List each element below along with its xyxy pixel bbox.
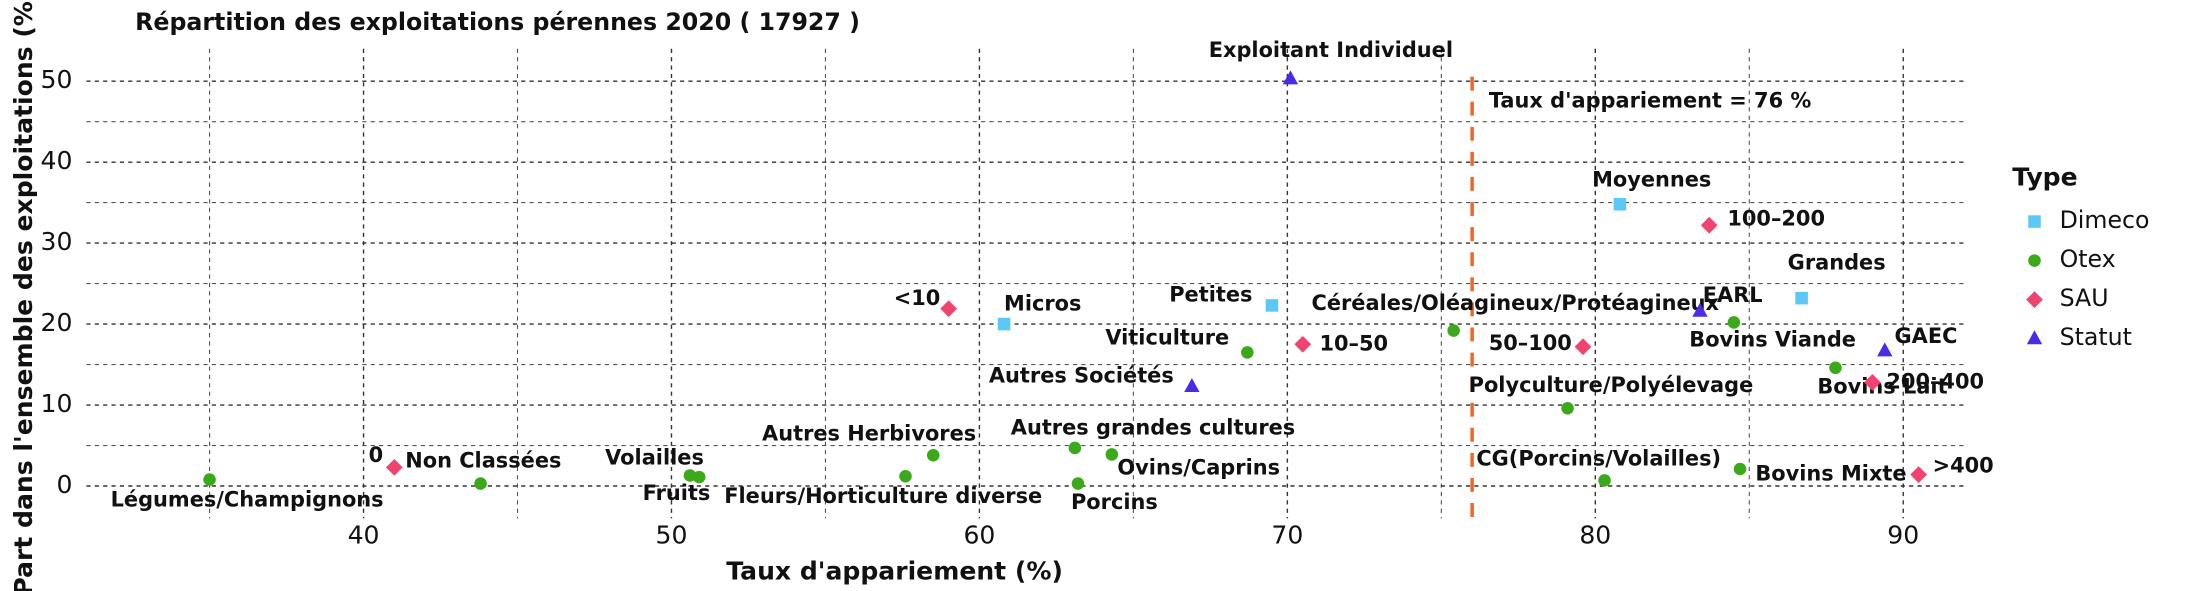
x-tick-label: 70 <box>1271 521 1303 550</box>
point-label: <10 <box>894 286 941 310</box>
point-label: Petites <box>1169 283 1252 307</box>
point-label: 10–50 <box>1319 331 1388 355</box>
point-label: Viticulture <box>1105 325 1229 349</box>
x-tick-label: 90 <box>1887 521 1919 550</box>
point <box>1447 324 1460 337</box>
point-label: CG(Porcins/Volailles) <box>1476 446 1721 470</box>
point-label: 200–400 <box>1886 369 1984 393</box>
point <box>1829 361 1842 375</box>
point <box>1700 216 1718 234</box>
x-axis-title: Taux d'appariement (%) <box>726 557 1063 586</box>
point <box>1071 477 1085 490</box>
point <box>940 300 957 318</box>
point-label: Autres grandes cultures <box>1011 415 1295 439</box>
point-label: Grandes <box>1788 250 1886 274</box>
point <box>1105 448 1119 461</box>
point <box>1184 378 1200 392</box>
y-tick-label: 10 <box>41 389 73 418</box>
x-tick-label: 50 <box>656 521 688 550</box>
point <box>1574 338 1592 356</box>
point <box>1294 335 1312 353</box>
point <box>1727 316 1741 329</box>
x-tick-label: 40 <box>348 521 380 550</box>
y-axis-title: Part dans l'ensemble des exploitations (… <box>9 0 38 591</box>
y-tick-label: 0 <box>56 470 72 499</box>
point-label: Ovins/Caprins <box>1117 455 1280 479</box>
point <box>997 317 1011 331</box>
legend-title: Type <box>2012 162 2077 191</box>
legend-marker <box>2028 254 2041 267</box>
point-label: Fruits <box>643 481 711 505</box>
point-label: Non Classées <box>405 448 561 472</box>
point-label: Exploitant Individuel <box>1209 38 1453 62</box>
point-label: Volailles <box>605 446 704 470</box>
point-label: Autres Herbivores <box>762 421 976 445</box>
chart-title: Répartition des exploitations pérennes 2… <box>135 8 860 36</box>
point-label: Céréales/Oléagineux/Protéagineux <box>1312 291 1720 315</box>
point <box>1613 197 1627 211</box>
point <box>385 459 403 476</box>
reference-label: Taux d'appariement = 76 % <box>1489 89 1812 113</box>
point <box>1598 474 1611 487</box>
point <box>1910 466 1927 484</box>
point <box>474 477 487 490</box>
point-label: Bovins Lait <box>1817 374 1947 398</box>
x-tick-label: 60 <box>963 521 995 550</box>
point-label: Bovins Viande <box>1689 328 1856 352</box>
legend-label: Statut <box>2060 323 2132 351</box>
point <box>203 473 216 486</box>
legend-marker <box>2028 215 2041 228</box>
point-label: Porcins <box>1071 490 1158 514</box>
point <box>1864 374 1881 391</box>
point <box>1795 291 1808 305</box>
legend-marker <box>2026 291 2043 308</box>
point-label: 100–200 <box>1727 207 1825 231</box>
point-label: 50–100 <box>1489 331 1572 355</box>
point <box>1068 441 1082 455</box>
point-label: GAEC <box>1895 324 1958 348</box>
point-label: Micros <box>1004 292 1081 316</box>
x-tick-label: 80 <box>1579 521 1611 550</box>
legend-label: Otex <box>2060 245 2116 273</box>
point <box>926 448 940 462</box>
point-label: Polyculture/Polyélevage <box>1469 373 1754 397</box>
legend-marker <box>2026 330 2043 345</box>
y-tick-label: 30 <box>41 227 73 256</box>
point <box>692 470 706 484</box>
legend-label: Dimeco <box>2060 206 2150 234</box>
point <box>1282 70 1299 85</box>
point <box>1692 302 1708 317</box>
y-tick-label: 20 <box>41 308 73 337</box>
point-label: EARL <box>1703 283 1763 307</box>
point <box>683 469 697 482</box>
point <box>1733 462 1747 476</box>
point <box>1241 346 1254 359</box>
y-tick-label: 50 <box>41 65 73 94</box>
point-label: 0 <box>369 443 384 467</box>
point-label: Moyennes <box>1592 168 1711 192</box>
point <box>1561 402 1574 415</box>
y-tick-label: 40 <box>41 146 73 175</box>
point-label: >400 <box>1933 453 1994 477</box>
point-label: Autres Sociétés <box>989 364 1174 388</box>
point <box>1877 342 1893 357</box>
point-label: Légumes/Champignons <box>111 487 384 511</box>
point-label: Fleurs/Horticulture diverse <box>724 484 1042 508</box>
point-label: Bovins Mixte <box>1755 462 1906 486</box>
point <box>1265 299 1279 312</box>
legend-label: SAU <box>2060 284 2109 312</box>
point <box>899 470 912 483</box>
